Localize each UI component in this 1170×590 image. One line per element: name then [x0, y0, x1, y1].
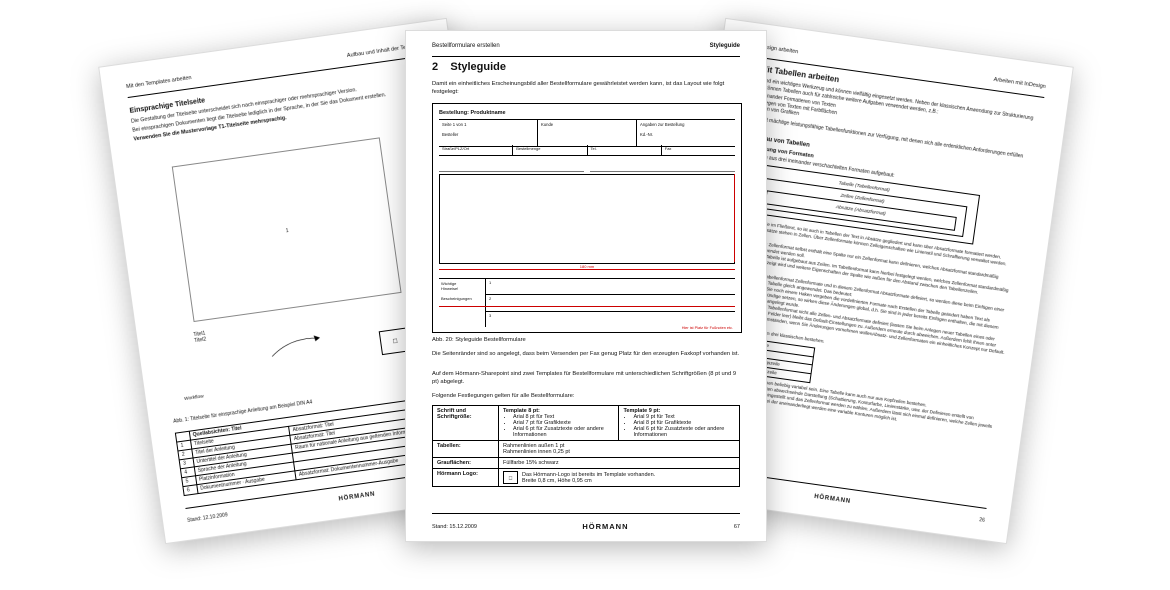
form-row1: Seite 1 von 1 Besteller Kunde Angaben zu… — [439, 119, 735, 147]
ul: Arial 8 pt für Text Arial 7 pt für Grafi… — [503, 414, 615, 438]
dim-horizontal: 180 mm — [439, 266, 735, 272]
cell: 3 — [486, 312, 735, 327]
h1-num: 2 — [432, 61, 438, 73]
cell: Seite 1 von 1 Besteller — [439, 120, 538, 146]
cell: Bestellmenge — [513, 145, 587, 155]
tail-para: Tabellen können beliebig variabel sein. … — [737, 377, 1000, 437]
form-spec-box: Bestellung: Produktname Seite 1 von 1 Be… — [432, 103, 742, 333]
nest-l3: Absätze (Absatzformat) — [836, 205, 886, 217]
runhead-left-text: Bestellformulare erstellen — [432, 43, 500, 49]
rule-top-center — [432, 56, 740, 57]
footer-center: Stand: 15.12.2009 HÖRMANN 67 — [432, 522, 740, 531]
label-titel: Titel1 Titel2 — [193, 331, 207, 345]
center-h1: 2 Styleguide — [432, 61, 506, 73]
dim-h-label: 180 mm — [578, 264, 596, 269]
form-headerbar: Straße/PLZ/Ort Bestellmenge Tel. Fax — [439, 145, 735, 156]
rule-bottom-center — [432, 513, 740, 514]
foot-date-center: Stand: 15.12.2009 — [432, 524, 477, 530]
cell: Fax — [662, 145, 735, 155]
cell: Tabellen: — [433, 441, 499, 458]
th: Schrift und Schriftgröße: — [433, 406, 499, 441]
th: Template 9 pt: Arial 9 pt für Text Arial… — [619, 406, 740, 441]
big-area — [439, 174, 735, 264]
center-intro: Damit ein einheitliches Erscheinungsbild… — [432, 81, 740, 96]
stage: Mit den Templates arbeiten Aufbau und In… — [0, 0, 1170, 590]
logo-glyph-left: ⬚ — [392, 338, 398, 345]
center-para3: Folgende Festlegungen gelten für alle Be… — [432, 393, 740, 401]
ul: Arial 9 pt für Text Arial 8 pt für Grafi… — [623, 414, 735, 438]
field-line — [439, 162, 735, 172]
workflow-label: Workflow — [184, 394, 204, 402]
page-num-center: 67 — [734, 524, 740, 530]
fig-caption-center: Abb. 20: Styleguide Bestellformulare — [432, 337, 526, 343]
li: Arial 6 pt für Zusatztexte oder andere I… — [633, 426, 735, 438]
lower-sidecol: Wichtige Hinweise! Bescheinigungen — [439, 279, 486, 327]
lower-main: 1 2 3 — [486, 279, 735, 327]
red-line-2 — [439, 306, 735, 307]
cell: 6 — [183, 485, 198, 496]
cell: Straße/PLZ/Ort — [439, 145, 513, 155]
logo-note: Das Hörmann-Logo ist bereits im Template… — [522, 472, 655, 484]
form-title: Bestellung: Produktname — [439, 110, 506, 116]
cell-label: Grauflächen: — [437, 460, 471, 466]
page-center: Bestellformulare erstellen Styleguide 2 … — [405, 30, 767, 542]
cell: Hörmann Logo: — [433, 469, 499, 487]
brand-left: HÖRMANN — [338, 491, 375, 502]
red-footnote: Hier ist Platz für Fußnoten etc. — [682, 326, 733, 330]
callout-num: 1 — [285, 228, 289, 234]
cell: Füllfarbe 15% schwarz — [498, 458, 739, 469]
li: Arial 6 pt für Zusatztexte oder andere I… — [513, 426, 615, 438]
foot-date-left: Stand: 12.10.2009 — [187, 512, 228, 524]
cell: Angaben zur Bestellung Kd.-Nr. — [637, 120, 735, 146]
brand-center: HÖRMANN — [582, 522, 628, 531]
cell: 2 — [486, 295, 735, 311]
center-table: Schrift und Schriftgröße: Template 8 pt:… — [432, 405, 740, 487]
cell: ⬚ Das Hörmann-Logo ist bereits im Templa… — [498, 469, 739, 487]
runhead-right-text: Arbeiten mit InDesign — [993, 77, 1046, 90]
h1-text: Styleguide — [450, 61, 506, 73]
cell: Tel. — [588, 145, 662, 155]
field-underline — [439, 162, 584, 172]
cell-label: Tabellen: — [437, 443, 461, 449]
cell: Rahmenlinien außen 1 pt Rahmenlinien inn… — [498, 441, 739, 458]
mini-logo-icon: ⬚ — [503, 471, 518, 484]
runhead-right-text: Styleguide — [710, 43, 740, 49]
center-para2: Auf dem Hörmann-Sharepoint sind zwei Tem… — [432, 371, 740, 387]
center-para1: Die Seitenränder sind so angelegt, dass … — [432, 351, 740, 359]
th: Template 8 pt: Arial 8 pt für Text Arial… — [498, 406, 619, 441]
field-underline — [590, 162, 735, 172]
brand-right: HÖRMANN — [814, 494, 851, 505]
page-num-right: 26 — [979, 517, 985, 524]
running-head-center: Bestellformulare erstellen Styleguide — [432, 43, 740, 49]
cell: Kunde — [538, 120, 637, 146]
cell-label: Hörmann Logo: — [437, 471, 478, 477]
arrow-icon — [265, 331, 327, 361]
dim-vertical — [731, 174, 741, 262]
cell: Grauflächen: — [433, 458, 499, 469]
lower-block: Wichtige Hinweise! Bescheinigungen 1 2 3 — [439, 278, 735, 327]
cell: 1 — [486, 279, 735, 295]
runhead-left-text: Mit den Templates arbeiten — [126, 75, 192, 90]
